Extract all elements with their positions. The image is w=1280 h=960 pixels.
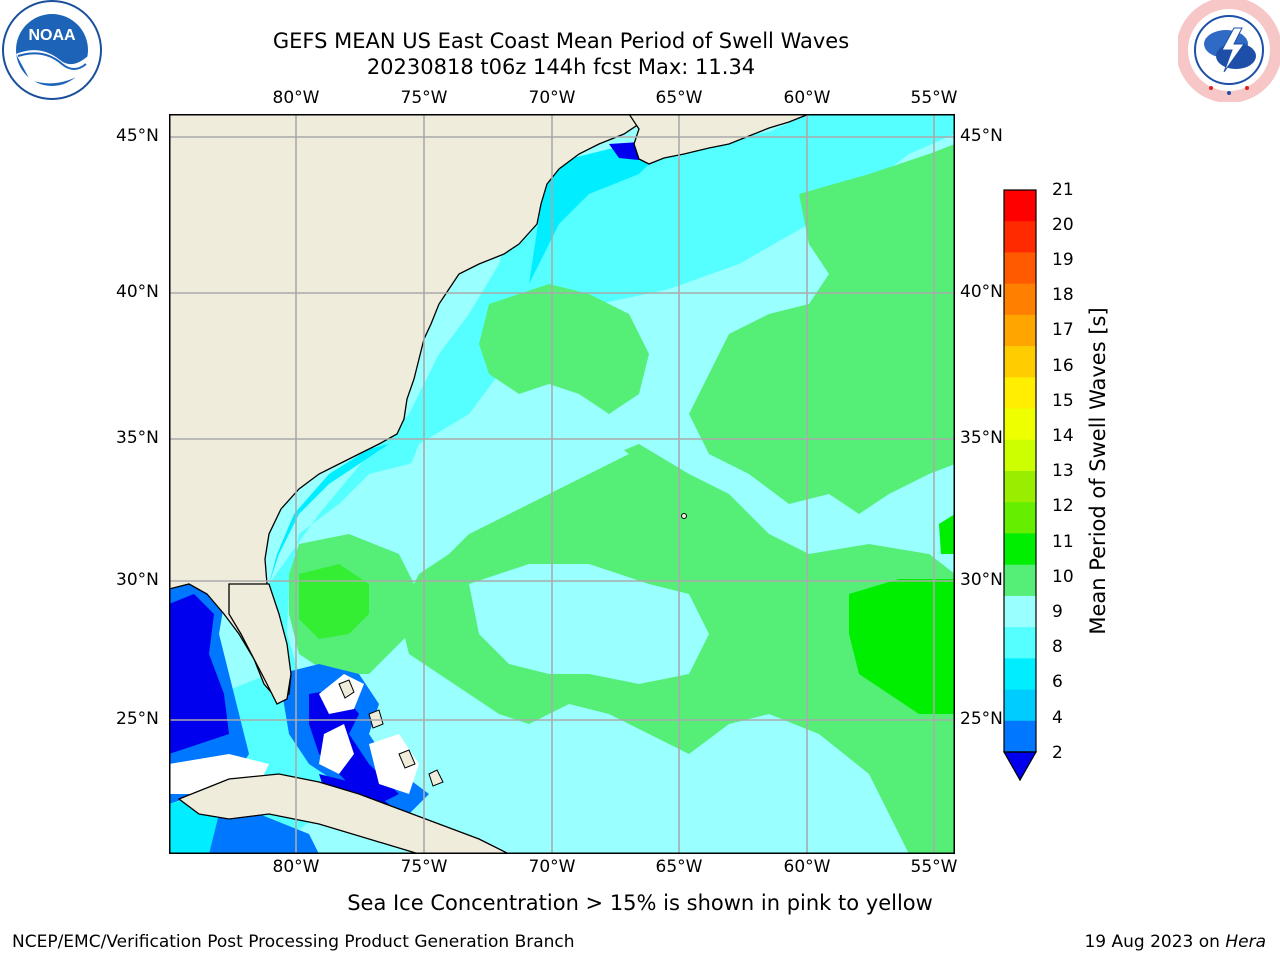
- colorbar-tick-label: 16: [1052, 356, 1074, 376]
- colorbar-tick-label: 10: [1052, 567, 1074, 587]
- colorbar-cell: [1004, 658, 1036, 691]
- lat-label-left: 25°N: [116, 709, 159, 729]
- lat-label-right: 35°N: [960, 428, 1003, 448]
- colorbar-cell: [1004, 689, 1036, 722]
- noaa-logo: NOAA: [0, 0, 104, 104]
- lon-label-bottom: 60°W: [783, 857, 831, 877]
- colorbar-tick-label: 8: [1052, 637, 1063, 657]
- lat-label-left: 40°N: [116, 282, 159, 302]
- land-florida: [228, 583, 292, 705]
- noaa-logo-text: NOAA: [28, 27, 76, 44]
- lat-label-left: 35°N: [116, 428, 159, 448]
- lon-label-bottom: 65°W: [655, 857, 703, 877]
- lat-label-right: 30°N: [960, 570, 1003, 590]
- lon-label-top: 80°W: [272, 88, 320, 108]
- colorbar-cell: [1004, 564, 1036, 597]
- colorbar-tick-label: 17: [1052, 320, 1074, 340]
- colorbar-tick-label: 9: [1052, 602, 1063, 622]
- colorbar-cell: [1004, 252, 1036, 285]
- colorbar-cell: [1004, 190, 1036, 222]
- colorbar-tick-label: 4: [1052, 708, 1063, 728]
- footer-machine: Hera: [1225, 932, 1266, 952]
- lon-label-top: 75°W: [400, 88, 448, 108]
- colorbar-label: Mean Period of Swell Waves [s]: [1086, 307, 1110, 635]
- lat-label-left: 45°N: [116, 126, 159, 146]
- colorbar-extend-arrow: [1002, 751, 1038, 782]
- lon-label-top: 60°W: [783, 88, 831, 108]
- colorbar-frame: [1003, 189, 1037, 753]
- land-nova-scotia: [628, 114, 810, 165]
- footer-branch: NCEP/EMC/Verification Post Processing Pr…: [12, 932, 575, 952]
- lat-label-right: 25°N: [960, 709, 1003, 729]
- colorbar-graphic: [1002, 189, 1038, 782]
- lon-label-top: 65°W: [655, 88, 703, 108]
- colorbar-cell: [1004, 471, 1036, 503]
- no-data-area: [319, 674, 419, 794]
- colorbar-tick-label: 14: [1052, 426, 1074, 446]
- contour-8-9s: [399, 404, 769, 854]
- map-frame: [169, 114, 955, 854]
- colorbar-cell: [1004, 408, 1036, 441]
- colorbar-tick-label: 2: [1052, 743, 1063, 763]
- graticule: [169, 114, 955, 854]
- lat-label-left: 30°N: [116, 570, 159, 590]
- contour-10-11s: [939, 514, 955, 554]
- land-cuba: [177, 773, 510, 854]
- colorbar-tick-label: 19: [1052, 250, 1074, 270]
- lon-label-bottom: 80°W: [272, 857, 320, 877]
- contour-9-10s: [479, 284, 649, 414]
- colorbar-tick-label: 12: [1052, 496, 1074, 516]
- lat-label-right: 45°N: [960, 126, 1003, 146]
- colorbar-cell: [1004, 221, 1036, 253]
- colorbar-tick-label: 18: [1052, 285, 1074, 305]
- land-bermuda: [681, 513, 687, 519]
- colorbar-cell: [1004, 439, 1036, 472]
- chart-subtitle: 20230818 t06z 144h fcst Max: 11.34: [366, 55, 756, 79]
- sea-ice-note: Sea Ice Concentration > 15% is shown in …: [347, 891, 933, 915]
- colorbar-tick-label: 11: [1052, 532, 1074, 552]
- lat-label-right: 40°N: [960, 282, 1003, 302]
- contour-9-10s: [689, 144, 955, 514]
- contour-10-11s: [849, 579, 955, 714]
- colorbar-cell: [1004, 346, 1036, 378]
- colorbar-cell: [1004, 627, 1036, 659]
- colorbar-cell: [1004, 502, 1036, 534]
- lon-label-bottom: 75°W: [400, 857, 448, 877]
- contour-10-11s: [299, 564, 369, 639]
- nws-logo: [1176, 0, 1280, 103]
- colorbar: [1000, 186, 1040, 786]
- colorbar-cell: [1004, 377, 1036, 410]
- colorbar-cell: [1004, 314, 1036, 347]
- lon-label-top: 70°W: [528, 88, 576, 108]
- colorbar-tick-label: 21: [1052, 180, 1074, 200]
- lon-label-bottom: 70°W: [528, 857, 576, 877]
- colorbar-cell: [1004, 533, 1036, 566]
- colorbar-cell: [1004, 283, 1036, 316]
- colorbar-tick-label: 6: [1052, 672, 1063, 692]
- footer-date-text: 19 Aug 2023 on: [1084, 932, 1226, 952]
- land-bahamas: [338, 679, 444, 787]
- colorbar-tick-label: 13: [1052, 461, 1074, 481]
- map-panel: [169, 114, 955, 854]
- colorbar-tick-label: 20: [1052, 215, 1074, 235]
- footer-date: 19 Aug 2023 on Hera: [1084, 932, 1266, 952]
- lon-label-top: 55°W: [910, 88, 958, 108]
- lon-label-bottom: 55°W: [910, 857, 958, 877]
- colorbar-cell: [1004, 595, 1036, 628]
- chart-title: GEFS MEAN US East Coast Mean Period of S…: [272, 29, 850, 53]
- colorbar-cell: [1004, 720, 1036, 753]
- swell-period-map: [169, 114, 955, 854]
- colorbar-tick-label: 15: [1052, 391, 1074, 411]
